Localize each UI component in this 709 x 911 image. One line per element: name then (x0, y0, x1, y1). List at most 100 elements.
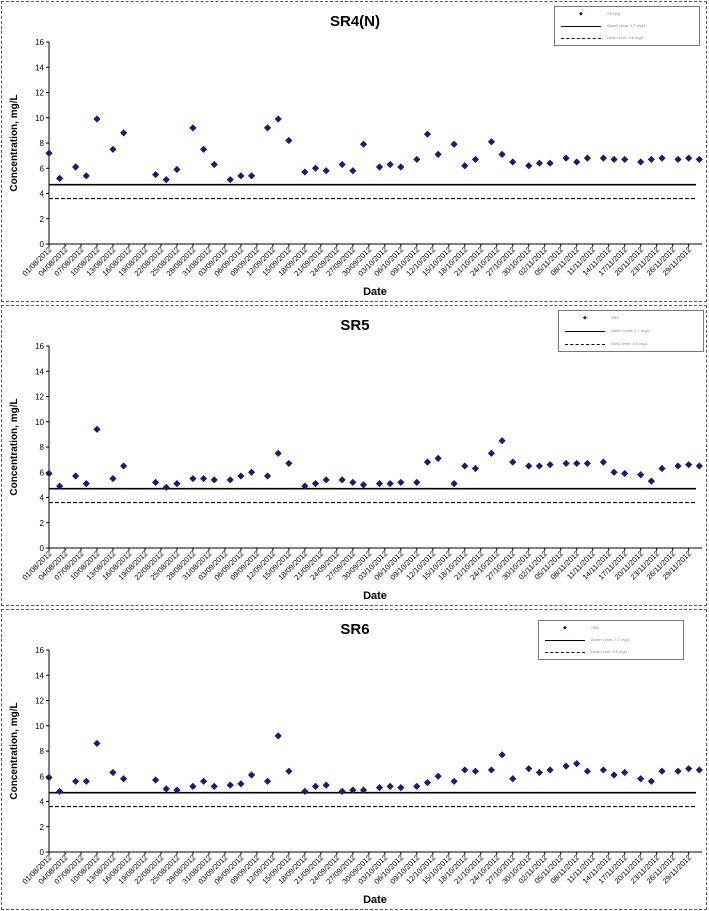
data-point (359, 481, 368, 489)
data-point (498, 150, 506, 158)
data-point (82, 172, 90, 180)
data-point (610, 155, 618, 164)
data-point (93, 115, 101, 123)
data-point (349, 167, 357, 175)
data-point (562, 459, 570, 468)
x-axis-title: Date (363, 286, 387, 298)
y-tick-label: 2 (40, 823, 45, 832)
data-point (72, 163, 80, 171)
data-point (509, 458, 517, 466)
data-point (386, 782, 394, 790)
data-point (237, 472, 245, 480)
y-tick-label: 2 (40, 215, 45, 224)
data-point (375, 480, 384, 488)
chart-title: SR4(N) (330, 13, 380, 30)
data-point (210, 476, 218, 484)
data-point (562, 762, 570, 770)
y-tick-label: 0 (40, 544, 45, 553)
y-tick-label: 4 (40, 494, 45, 503)
data-point (226, 176, 234, 184)
data-point (199, 474, 208, 483)
data-point (120, 775, 128, 783)
data-point (45, 469, 53, 478)
data-point (509, 158, 517, 166)
legend-label-alarm: Alarm Level: 4.7 mg/L (607, 23, 646, 28)
y-tick-label: 16 (35, 342, 44, 351)
data-point (647, 777, 655, 785)
data-point (695, 462, 703, 470)
data-point (237, 780, 245, 788)
chart-title: SR6 (340, 621, 369, 638)
data-point (674, 767, 682, 775)
data-point (56, 174, 64, 182)
legend-label-alarm: Alarm Level: 4.7 mg/L (591, 637, 630, 642)
data-point (583, 459, 591, 468)
data-point (471, 155, 480, 164)
data-point (311, 480, 320, 488)
data-point (450, 140, 458, 148)
x-axis-title: Date (363, 590, 387, 602)
data-point (189, 782, 197, 790)
data-point (285, 767, 293, 775)
data-point (349, 478, 357, 486)
data-point (695, 766, 703, 774)
data-point (413, 478, 421, 486)
data-point (621, 155, 629, 164)
data-point (189, 474, 197, 483)
y-tick-label: 14 (35, 367, 44, 376)
data-point (647, 155, 655, 164)
data-point (210, 782, 218, 790)
solid-line-icon (561, 26, 601, 27)
legend-label-series: SR6 (591, 625, 599, 630)
data-point (573, 459, 581, 468)
data-point (109, 474, 117, 483)
chart-legend: ◆ SR4(N) Alarm Level: 4.7 mg/L Limit Leve… (554, 6, 700, 46)
chart-panel-sr4n: SR4(N) 0 2 4 6 8 10 12 14 16 Concentration, mg/L 01… (1, 1, 707, 302)
dashed-line-icon (561, 38, 601, 39)
y-tick-label: 4 (40, 798, 45, 807)
data-point (162, 176, 170, 184)
data-point (621, 469, 629, 478)
data-point (685, 154, 693, 162)
y-tick-label: 12 (35, 697, 44, 706)
data-point (450, 480, 458, 488)
data-point (525, 162, 533, 170)
data-point (423, 130, 432, 138)
y-axis-title: Concentration, mg/L (9, 94, 20, 191)
data-point (93, 425, 101, 433)
legend-label-alarm: Alarm Level: 4.7 mg/L (611, 328, 650, 333)
y-tick-label: 0 (40, 240, 45, 249)
data-point (311, 164, 320, 172)
data-point (621, 768, 629, 777)
data-point (461, 766, 469, 774)
data-point (109, 768, 117, 777)
y-tick-label: 12 (35, 89, 44, 98)
data-point (45, 149, 53, 157)
data-point (359, 140, 368, 148)
data-point (247, 771, 256, 779)
data-point (397, 163, 405, 171)
data-point (498, 437, 506, 445)
data-point (199, 777, 208, 785)
data-point (375, 163, 384, 171)
data-point (162, 785, 170, 793)
data-point (637, 471, 645, 479)
data-point (301, 482, 309, 490)
chart-legend: ◆ SR6 Alarm Level: 4.7 mg/L Limit Level: … (538, 620, 684, 660)
data-point (226, 476, 234, 484)
data-point (338, 787, 346, 795)
y-axis-title: Concentration, mg/L (9, 398, 20, 495)
x-axis-title: Date (363, 894, 387, 906)
y-tick-label: 10 (35, 418, 44, 427)
data-point (546, 159, 554, 167)
data-point (120, 462, 128, 470)
data-point (274, 115, 282, 123)
diamond-marker-icon: ◆ (563, 625, 567, 631)
data-point (487, 138, 496, 146)
data-point (285, 459, 293, 468)
diamond-marker-icon: ◆ (579, 11, 583, 17)
data-point (226, 781, 234, 789)
data-point (471, 464, 480, 473)
data-point (173, 480, 181, 488)
